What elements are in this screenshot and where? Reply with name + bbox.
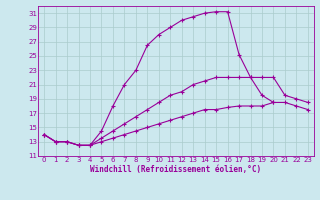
X-axis label: Windchill (Refroidissement éolien,°C): Windchill (Refroidissement éolien,°C)	[91, 165, 261, 174]
